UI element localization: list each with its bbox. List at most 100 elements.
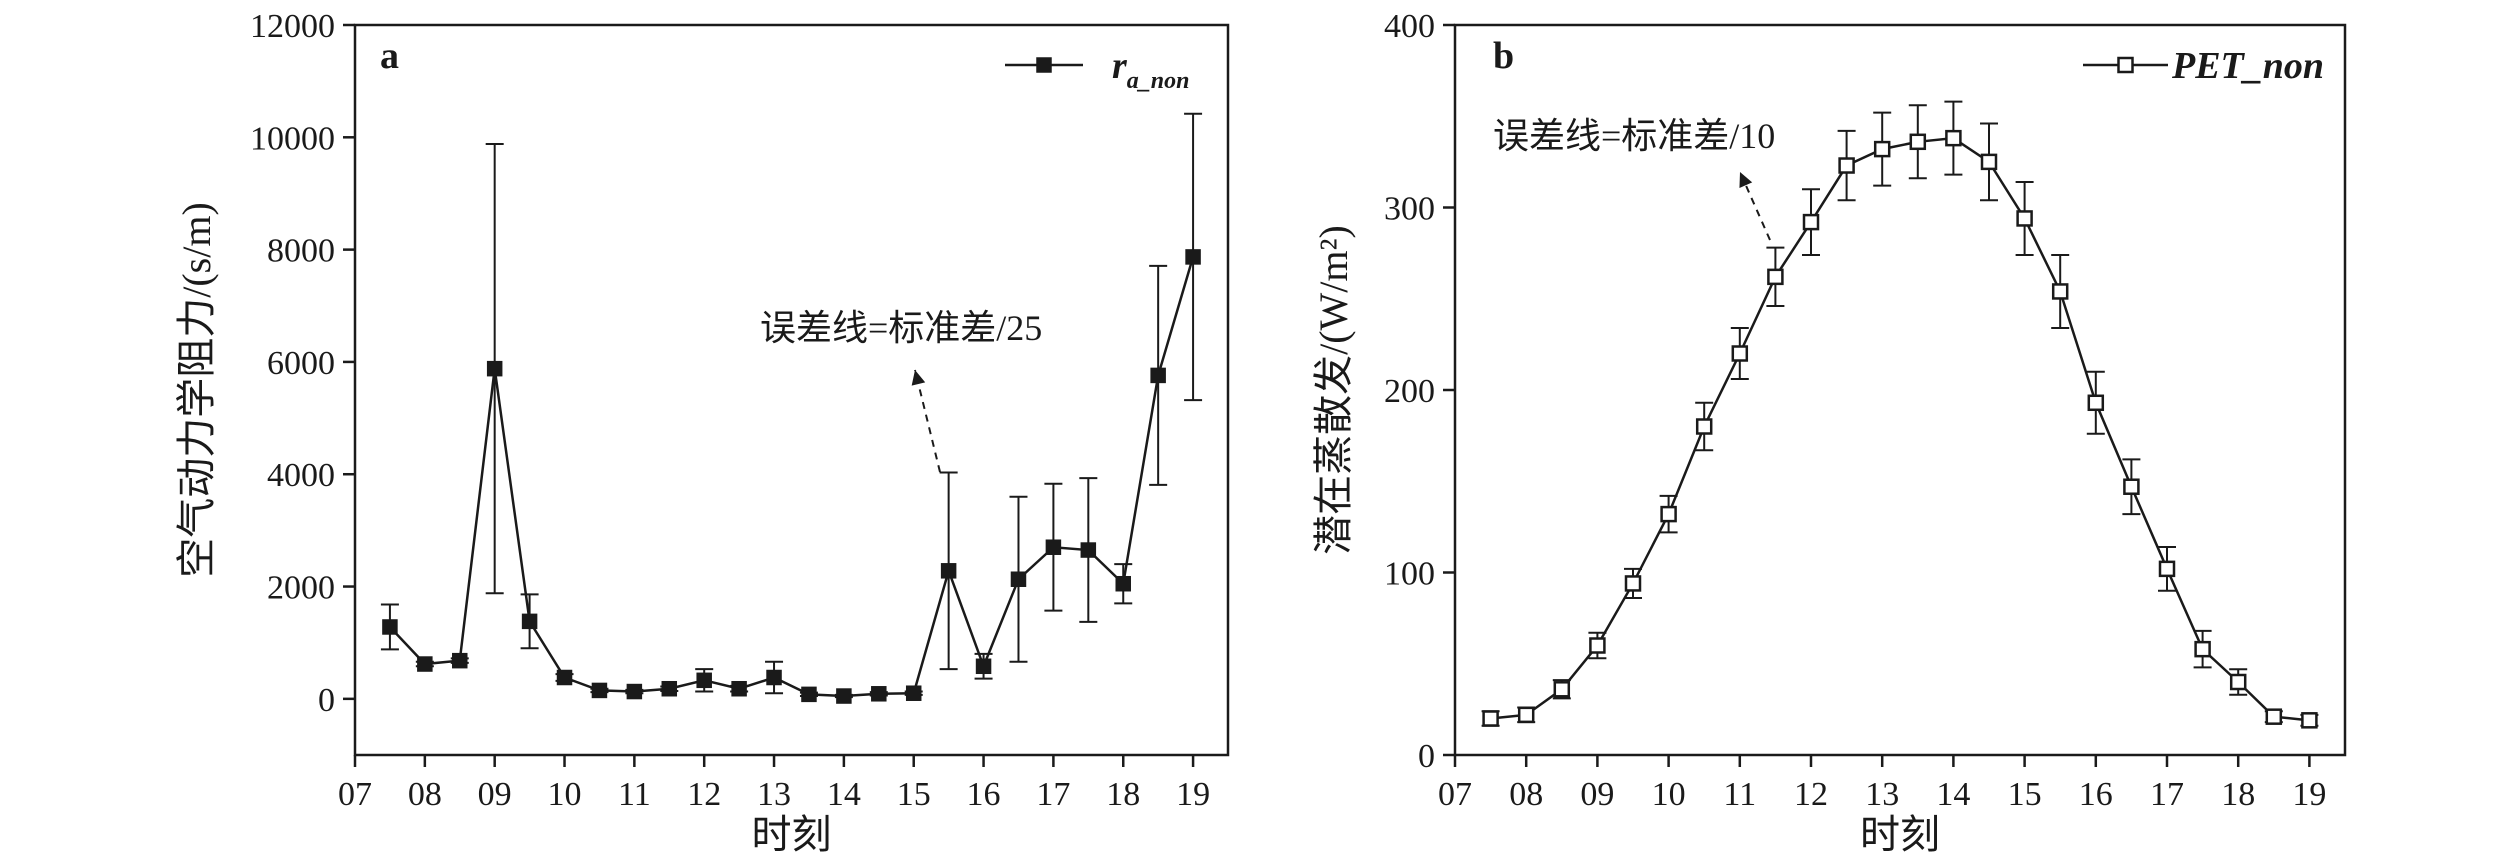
data-point <box>2265 708 2283 725</box>
y-tick-label: 6000 <box>267 345 335 382</box>
x-tick-label: 13 <box>1865 776 1899 813</box>
y-tick-label: 12000 <box>250 8 335 45</box>
data-point <box>731 680 747 697</box>
x-tick-label: 14 <box>1936 776 1970 813</box>
data-point <box>417 656 433 672</box>
x-tick-label: 07 <box>338 776 372 813</box>
data-point <box>1115 575 1131 592</box>
legend: PET_non <box>2083 45 2324 87</box>
x-tick-label: 13 <box>757 776 791 813</box>
y-tick-label: 400 <box>1384 8 1435 45</box>
y-tick-label: 0 <box>1418 738 1435 775</box>
plot-border <box>353 23 1230 757</box>
data-point <box>2229 673 2247 691</box>
annotation-arrow-head <box>1739 172 1753 188</box>
legend-label: PET_non <box>2171 45 2324 87</box>
data-point <box>1517 706 1535 724</box>
data-point <box>871 686 887 702</box>
x-tick-label: 11 <box>1723 776 1756 813</box>
error-bars <box>1481 100 2319 727</box>
x-tick-label: 12 <box>1794 776 1828 813</box>
data-point <box>696 672 712 689</box>
data-point <box>1695 418 1713 435</box>
y-tick-label: 100 <box>1384 556 1435 593</box>
data-point <box>1909 133 1927 151</box>
y-tick-label: 8000 <box>267 233 335 270</box>
data-point <box>486 360 503 377</box>
x-tick-label: 10 <box>1652 776 1686 813</box>
x-axis-title: 时刻 <box>1860 812 1940 857</box>
x-tick-label: 19 <box>1176 776 1210 813</box>
y-tick-label: 2000 <box>267 570 335 607</box>
data-point <box>2123 478 2140 495</box>
data-point <box>1010 571 1027 587</box>
legend-label-subscript: a_non <box>1127 68 1190 94</box>
data-point <box>2158 560 2176 578</box>
annotation-arrow-head <box>911 370 926 386</box>
data-point <box>626 683 643 700</box>
data-point <box>452 652 468 669</box>
series-layer <box>380 112 1203 704</box>
y-tick-label: 10000 <box>250 120 335 157</box>
data-point <box>975 658 992 675</box>
data-point <box>1482 710 1499 727</box>
x-tick-label: 15 <box>897 776 931 813</box>
x-tick-label: 10 <box>548 776 582 813</box>
data-point <box>1838 157 1855 174</box>
data-point <box>1767 268 1784 286</box>
data-point <box>2051 283 2069 300</box>
x-tick-label: 09 <box>478 776 512 813</box>
annotation-arrow-shaft <box>914 369 941 473</box>
y-axis-title: 空气动力学阻力/(s/m) <box>174 202 219 578</box>
x-tick-label: 16 <box>2079 776 2113 813</box>
data-point <box>940 563 957 579</box>
panel-letter: b <box>1493 35 1514 77</box>
data-point <box>836 688 852 704</box>
x-tick-label: 09 <box>1580 776 1614 813</box>
data-point <box>1873 140 1891 158</box>
data-point <box>801 686 817 703</box>
data-point <box>1660 505 1677 523</box>
x-tick-label: 07 <box>1438 776 1472 813</box>
x-tick-label: 14 <box>827 776 861 813</box>
annotation: 误差线=标准差/25 <box>760 308 1042 473</box>
y-tick-label: 200 <box>1384 373 1435 410</box>
panel-b: 07 08 09 10 11 12 13 14 15 16 17 18 190100200300400 … <box>1311 8 2347 857</box>
x-axis-title: 时刻 <box>752 812 832 857</box>
data-point <box>556 669 573 686</box>
data-point <box>591 682 608 699</box>
y-tick-label: 300 <box>1384 191 1435 228</box>
y-axis-title: 潜在蒸散发/(W/m²) <box>1311 225 1356 555</box>
data-point <box>1080 542 1097 558</box>
x-tick-label: 18 <box>2221 776 2255 813</box>
data-point <box>1150 367 1166 384</box>
data-point <box>661 680 678 697</box>
annotation: 误差线=标准差/10 <box>1493 116 1775 241</box>
panel-letter: a <box>380 35 399 77</box>
data-point <box>905 685 922 701</box>
x-tick-label: 15 <box>2008 776 2042 813</box>
plot-frame <box>353 23 1230 757</box>
data-point <box>1553 681 1571 698</box>
x-tick-label: 08 <box>408 776 442 813</box>
data-point <box>521 613 538 630</box>
data-point <box>2194 640 2211 658</box>
x-tick-label: 17 <box>1036 776 1070 813</box>
data-point <box>1624 575 1642 592</box>
error-bars <box>380 112 1203 699</box>
legend-label: ra_non <box>1112 45 1190 94</box>
legend-marker <box>2117 56 2134 74</box>
legend: ra_non <box>1005 45 1190 94</box>
data-point <box>1945 129 1962 147</box>
data-point <box>766 669 782 686</box>
data-point <box>1802 213 1820 231</box>
series-line <box>1490 136 2310 722</box>
x-tick-label: 11 <box>618 776 651 813</box>
data-point <box>1980 153 1998 171</box>
ticks: 07 08 09 10 11 12 13 14 15 16 17 18 19 0 2000 4000 6000 8… <box>250 8 1210 813</box>
x-tick-label: 18 <box>1106 776 1140 813</box>
x-tick-label: 19 <box>2292 776 2326 813</box>
data-point <box>2016 210 2033 227</box>
ticks: 07 08 09 10 11 12 13 14 15 16 17 18 19 0 100 200 300 400 <box>1384 8 2326 813</box>
